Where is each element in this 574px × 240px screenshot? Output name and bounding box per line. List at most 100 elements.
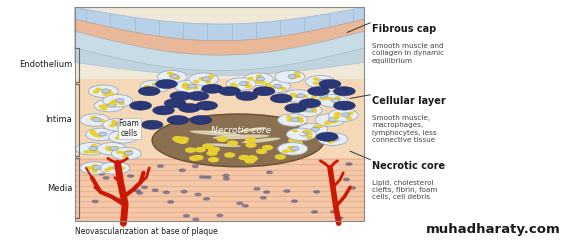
Circle shape: [92, 165, 97, 167]
Circle shape: [103, 93, 108, 95]
Circle shape: [91, 118, 96, 120]
Circle shape: [314, 126, 319, 128]
Circle shape: [290, 77, 295, 79]
Circle shape: [80, 162, 110, 174]
Circle shape: [242, 204, 248, 207]
Circle shape: [179, 169, 185, 172]
Circle shape: [164, 191, 169, 194]
Circle shape: [190, 115, 212, 125]
Circle shape: [119, 102, 124, 104]
Ellipse shape: [311, 127, 319, 131]
Circle shape: [119, 136, 123, 138]
Circle shape: [116, 170, 121, 172]
Circle shape: [302, 95, 308, 97]
Ellipse shape: [122, 134, 130, 138]
Circle shape: [168, 201, 173, 203]
Circle shape: [192, 86, 197, 88]
Ellipse shape: [297, 94, 305, 98]
Circle shape: [281, 87, 286, 90]
Circle shape: [343, 178, 349, 181]
Circle shape: [335, 114, 340, 117]
Circle shape: [91, 116, 96, 118]
Circle shape: [237, 202, 243, 204]
Circle shape: [156, 79, 177, 89]
Circle shape: [263, 191, 269, 193]
Circle shape: [130, 101, 152, 110]
Circle shape: [292, 200, 297, 202]
Circle shape: [314, 126, 319, 128]
Circle shape: [80, 114, 110, 126]
Circle shape: [167, 115, 189, 125]
Circle shape: [298, 120, 304, 122]
Circle shape: [307, 136, 312, 138]
Circle shape: [184, 215, 189, 217]
Circle shape: [175, 77, 180, 79]
Circle shape: [90, 132, 95, 133]
Circle shape: [219, 87, 241, 96]
Circle shape: [332, 100, 338, 102]
Circle shape: [171, 74, 176, 76]
Circle shape: [265, 86, 270, 88]
Circle shape: [290, 150, 295, 152]
Circle shape: [312, 110, 317, 112]
Ellipse shape: [188, 84, 196, 88]
Circle shape: [115, 198, 121, 201]
Circle shape: [193, 87, 199, 89]
Circle shape: [109, 93, 114, 95]
Circle shape: [153, 106, 174, 115]
Circle shape: [99, 173, 104, 175]
Circle shape: [205, 81, 211, 83]
Circle shape: [94, 119, 99, 121]
Ellipse shape: [125, 151, 133, 155]
Circle shape: [87, 167, 91, 169]
Circle shape: [333, 87, 355, 96]
Circle shape: [193, 218, 199, 221]
Circle shape: [303, 132, 308, 134]
Circle shape: [302, 108, 308, 111]
Circle shape: [233, 85, 238, 87]
Circle shape: [307, 90, 336, 102]
Circle shape: [287, 116, 292, 118]
Circle shape: [292, 104, 322, 117]
Circle shape: [330, 140, 335, 142]
Circle shape: [108, 131, 138, 143]
Circle shape: [195, 193, 201, 196]
Circle shape: [115, 137, 121, 139]
Circle shape: [173, 137, 183, 141]
Circle shape: [199, 78, 204, 80]
Circle shape: [301, 109, 306, 112]
Circle shape: [327, 97, 332, 100]
Circle shape: [286, 128, 316, 141]
Circle shape: [247, 157, 257, 161]
Circle shape: [108, 167, 114, 169]
Circle shape: [294, 74, 300, 76]
Ellipse shape: [274, 84, 282, 88]
Ellipse shape: [93, 118, 101, 122]
Circle shape: [295, 75, 300, 78]
Circle shape: [181, 190, 187, 193]
Circle shape: [263, 146, 273, 150]
Circle shape: [316, 132, 338, 141]
Circle shape: [245, 159, 255, 163]
Circle shape: [321, 93, 327, 96]
Circle shape: [106, 147, 111, 149]
Circle shape: [97, 143, 127, 155]
Circle shape: [190, 156, 200, 160]
Circle shape: [113, 100, 118, 102]
Circle shape: [313, 191, 319, 193]
Circle shape: [289, 138, 298, 143]
Circle shape: [246, 138, 255, 142]
Circle shape: [93, 134, 98, 136]
Circle shape: [92, 170, 97, 172]
Circle shape: [327, 121, 332, 123]
Text: Intima: Intima: [45, 115, 72, 125]
Circle shape: [307, 133, 312, 135]
Circle shape: [105, 169, 110, 171]
Ellipse shape: [242, 138, 281, 143]
Circle shape: [123, 156, 127, 158]
Circle shape: [123, 151, 128, 153]
Ellipse shape: [99, 132, 107, 136]
Circle shape: [225, 153, 235, 157]
Circle shape: [291, 147, 296, 149]
Circle shape: [226, 78, 256, 90]
